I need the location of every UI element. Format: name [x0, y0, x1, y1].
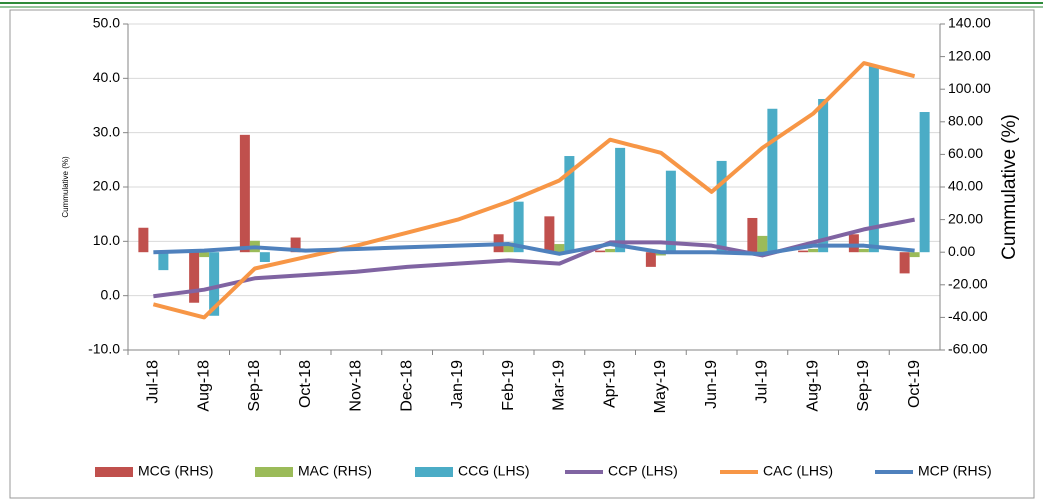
bar: [798, 250, 809, 253]
y2-tick-label: 60.00: [948, 145, 983, 161]
y2-tick-label: -20.00: [948, 276, 988, 292]
bar: [716, 160, 727, 253]
bar: [645, 252, 656, 267]
y-tick-label: 40.0: [93, 69, 120, 85]
legend-label: MCP (RHS): [918, 463, 992, 479]
x-tick-label: Feb-19: [500, 360, 517, 411]
x-tick-label: Sep-18: [246, 360, 263, 412]
bar: [595, 250, 606, 253]
x-tick-label: Apr-19: [601, 360, 618, 408]
y-tick-label: 10.0: [93, 232, 120, 248]
y-tick-label: 50.0: [93, 15, 120, 31]
bar: [665, 170, 676, 253]
bar: [158, 252, 169, 271]
legend-swatch: [255, 467, 293, 477]
y-tick-label: 20.0: [93, 178, 120, 194]
x-tick-label: Oct-18: [297, 360, 314, 408]
x-tick-label: Nov-18: [348, 360, 365, 412]
bar: [747, 217, 758, 253]
bar: [259, 252, 270, 262]
y2-tick-label: 80.00: [948, 113, 983, 129]
bar: [868, 66, 879, 253]
x-tick-label: Jun-19: [703, 360, 720, 409]
y-tick-label: 30.0: [93, 123, 120, 139]
y2-axis-label: Cummulative (%): [999, 114, 1020, 260]
y2-tick-label: 100.00: [948, 80, 991, 96]
legend-label: MCG (RHS): [138, 463, 213, 479]
x-tick-label: Jan-19: [449, 360, 466, 409]
bar: [554, 244, 565, 253]
line-series: [153, 242, 915, 256]
bar: [564, 156, 575, 253]
y2-tick-label: -40.00: [948, 308, 988, 324]
bar: [138, 227, 149, 253]
y-tick-label: 0.0: [101, 286, 121, 302]
bar: [239, 134, 250, 253]
bar: [858, 248, 869, 253]
bar: [848, 234, 859, 253]
x-tick-label: Jul-19: [754, 360, 771, 404]
y-tick-label: -10.0: [88, 341, 120, 357]
y2-tick-label: 120.00: [948, 47, 991, 63]
bar: [818, 98, 829, 253]
chart-frame: [9, 9, 1035, 499]
bar: [290, 237, 301, 253]
x-tick-label: May-19: [652, 360, 669, 413]
x-tick-label: Sep-19: [855, 360, 872, 412]
legend-swatch: [415, 467, 453, 477]
bar: [544, 216, 555, 253]
x-tick-label: Aug-18: [195, 360, 212, 412]
x-tick-label: Oct-19: [906, 360, 923, 408]
bar: [808, 248, 819, 253]
line-series: [152, 61, 916, 320]
bar: [605, 248, 616, 253]
bar: [909, 252, 920, 258]
y-axis-label: Cummulative (%): [61, 156, 70, 218]
bar: [767, 108, 778, 253]
bar: [189, 252, 200, 303]
x-tick-label: Aug-19: [804, 360, 821, 412]
y2-tick-label: 40.00: [948, 178, 983, 194]
legend-label: CAC (LHS): [763, 463, 833, 479]
x-tick-label: Dec-18: [398, 360, 415, 412]
y2-tick-label: -60.00: [948, 341, 988, 357]
legend-swatch: [95, 467, 133, 477]
bar: [919, 112, 930, 253]
bar: [513, 201, 524, 253]
x-tick-label: Mar-19: [551, 360, 568, 411]
y2-tick-label: 140.00: [948, 15, 991, 31]
bar: [615, 147, 626, 253]
bar: [199, 252, 210, 258]
bar: [899, 252, 910, 274]
bar: [503, 242, 514, 253]
y2-tick-label: 0.00: [948, 243, 975, 259]
bar: [209, 252, 220, 316]
legend-label: CCG (LHS): [458, 463, 530, 479]
legend-label: CCP (LHS): [608, 463, 678, 479]
legend-label: MAC (RHS): [298, 463, 372, 479]
y2-tick-label: 20.00: [948, 210, 983, 226]
x-tick-label: Jul-18: [145, 360, 162, 404]
bar: [757, 235, 768, 253]
